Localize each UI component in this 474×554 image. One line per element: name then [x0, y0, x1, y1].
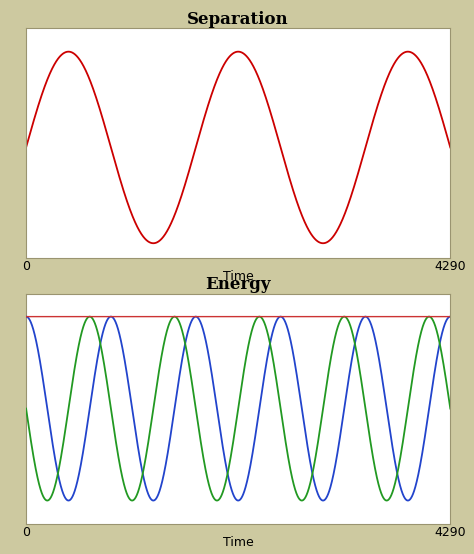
X-axis label: Time: Time: [223, 270, 254, 283]
X-axis label: Time: Time: [223, 536, 254, 549]
Title: Energy: Energy: [205, 276, 271, 294]
Title: Separation: Separation: [187, 11, 289, 28]
